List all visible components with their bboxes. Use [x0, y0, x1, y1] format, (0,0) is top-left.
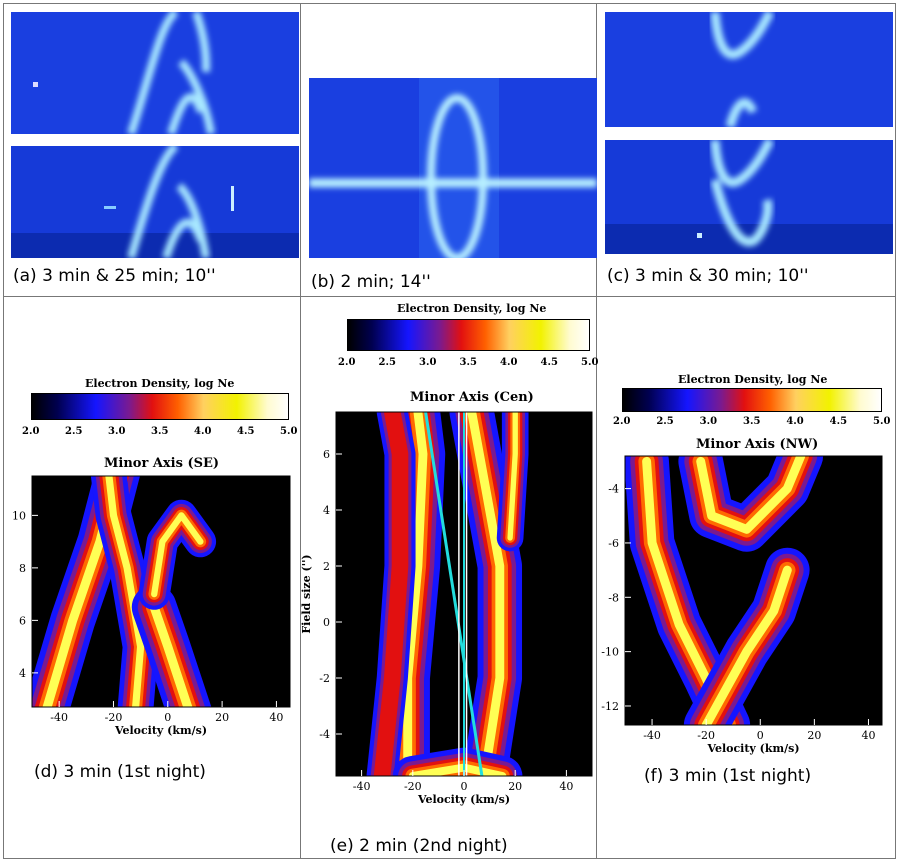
y-tick-label: 6: [19, 614, 26, 627]
cyan-fit-line: [424, 412, 484, 776]
colorbar-tick-label: 4.5: [237, 426, 255, 437]
plot-title-e: Minor Axis (Cen): [410, 390, 534, 405]
contour-regions: [625, 456, 824, 725]
y-tick-label: 10: [12, 509, 26, 522]
colorbar-tick-label: 4.0: [500, 357, 518, 368]
colorbar-tick-label: 2.5: [656, 416, 674, 427]
colorbar-tick-label: 3.0: [419, 357, 437, 368]
x-tick-label: 20: [807, 729, 821, 742]
x-tick-label: 40: [559, 780, 573, 793]
spectrum-image-b: [309, 78, 597, 258]
colorbar-tick-label: 3.5: [743, 416, 761, 427]
colorbar-d: [31, 393, 289, 420]
colorbar-tick-label: 3.0: [108, 426, 126, 437]
x-axis-label: Velocity (km/s): [706, 742, 799, 755]
x-tick-label: -40: [643, 729, 661, 742]
plot-frame: [624, 455, 883, 726]
x-tick-label: 0: [461, 780, 468, 793]
y-tick-label: -10: [601, 646, 619, 659]
contour-plot-d: -40 -20 0 20 40 4 6 8 10 Velocity (km/s): [12, 475, 291, 737]
caption-d: (d) 3 min (1st night): [34, 762, 206, 782]
x-tick-label: -20: [404, 780, 422, 793]
colorbar-tick-label: 3.5: [459, 357, 477, 368]
x-tick-label: -40: [50, 711, 68, 724]
y-tick-label: 2: [323, 560, 330, 573]
colorbar-e: [347, 319, 590, 351]
plot-title-f: Minor Axis (NW): [696, 437, 819, 452]
contour-plot-f: -40 -20 0 20 40 -12 -10 -8 -6 -4 Velocity (km/s): [601, 455, 883, 755]
colorbar-tick-label: 2.0: [338, 357, 356, 368]
y-tick-label: 6: [323, 448, 330, 461]
colorbar-tick-label: 2.0: [22, 426, 40, 437]
colorbar-tick-label: 5.0: [873, 416, 891, 427]
column-divider-1: [300, 3, 301, 859]
y-tick-label: -4: [319, 728, 330, 741]
caption-e: (e) 2 min (2nd night): [330, 836, 508, 856]
y-tick-label: 4: [323, 504, 330, 517]
x-tick-label: -20: [105, 711, 123, 724]
x-tick-label: 20: [215, 711, 229, 724]
contour-regions: [32, 476, 217, 707]
y-tick-label: -6: [608, 537, 619, 550]
caption-b: (b) 2 min; 14'': [311, 272, 431, 292]
x-tick-label: 0: [164, 711, 171, 724]
row-divider: [3, 296, 896, 297]
x-tick-label: 40: [269, 711, 283, 724]
colorbar-tick-label: 2.5: [65, 426, 83, 437]
column-divider-2: [596, 3, 597, 859]
y-tick-label: 8: [19, 562, 26, 575]
colorbar-tick-label: 3.0: [699, 416, 718, 427]
y-tick-label: -4: [608, 483, 619, 496]
contour-regions: [366, 412, 529, 776]
caption-a: (a) 3 min & 25 min; 10'': [13, 266, 216, 286]
colorbar-tick-label: 2.0: [613, 416, 631, 427]
figure-table: [3, 3, 896, 859]
plot-frame: [31, 475, 291, 708]
plot-title-d: Minor Axis (SE): [104, 456, 220, 471]
caption-c: (c) 3 min & 30 min; 10'': [607, 266, 809, 286]
caption-f: (f) 3 min (1st night): [644, 766, 812, 786]
colorbar-title-d: Electron Density, log Ne: [85, 377, 235, 390]
x-tick-label: -20: [697, 729, 715, 742]
y-tick-label: -2: [319, 672, 330, 685]
colorbar-tick-label: 5.0: [280, 426, 298, 437]
x-axis-label: Velocity (km/s): [417, 793, 510, 806]
y-axis-label: Field size (''): [300, 554, 313, 633]
x-tick-label: -40: [353, 780, 371, 793]
spectrum-image-a-top: [11, 12, 299, 134]
y-tick-label: -12: [601, 700, 619, 713]
y-tick-label: -8: [608, 591, 619, 604]
colorbar-tick-label: 4.0: [194, 426, 212, 437]
colorbar-tick-label: 5.0: [581, 357, 599, 368]
colorbar-f: [622, 388, 882, 412]
x-tick-label: 0: [757, 729, 764, 742]
colorbar-tick-label: 4.5: [540, 357, 558, 368]
spectrum-image-c-bottom: [605, 140, 893, 254]
colorbar-tick-label: 4.5: [829, 416, 848, 427]
colorbar-tick-label: 4.0: [786, 416, 804, 427]
colorbar-title-e: Electron Density, log Ne: [397, 302, 547, 315]
colorbar-tick-label: 3.5: [151, 426, 169, 437]
x-tick-label: 40: [861, 729, 875, 742]
y-tick-label: 4: [19, 667, 26, 680]
x-tick-label: 20: [508, 780, 522, 793]
colorbar-title-f: Electron Density, log Ne: [678, 373, 828, 386]
spectrum-image-a-bottom: [11, 146, 299, 258]
x-axis-label: Velocity (km/s): [114, 724, 207, 737]
spectrum-image-c-top: [605, 12, 893, 127]
y-tick-label: 0: [323, 616, 330, 629]
colorbar-tick-label: 2.5: [378, 357, 396, 368]
